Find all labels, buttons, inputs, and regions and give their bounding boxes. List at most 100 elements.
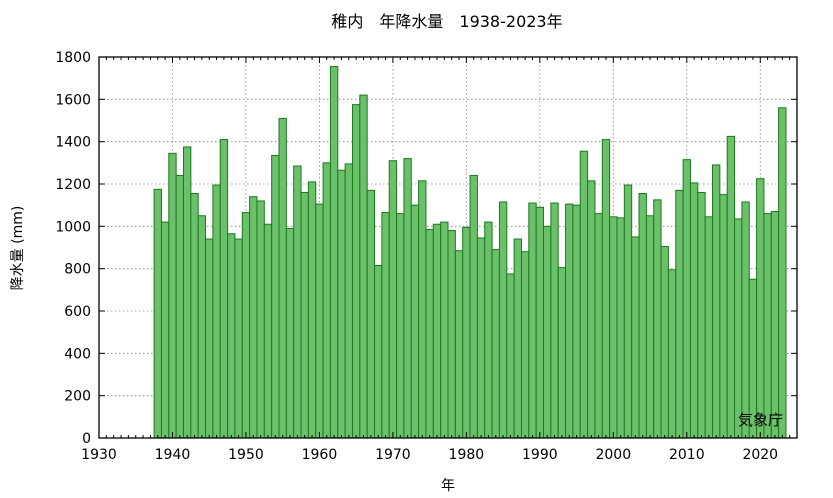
bar-1959	[307, 181, 317, 439]
bar-1997	[587, 180, 596, 439]
y-tick-label: 1000	[55, 219, 91, 235]
x-axis: 1930 1940 1950 1960 1970 1980 1990 2000 2010 2020	[81, 57, 791, 463]
bar-2004	[638, 193, 647, 439]
bar-1974	[418, 180, 427, 439]
bar-2017	[734, 218, 743, 439]
y-tick-label: 1400	[55, 135, 91, 151]
x-tick-label: 1960	[302, 447, 338, 463]
bar-1989	[528, 202, 537, 439]
bar-1939	[160, 221, 170, 439]
bar-1964	[344, 163, 353, 439]
bar-1969	[381, 212, 390, 439]
y-tick-label: 0	[82, 431, 91, 447]
bar-2007	[660, 245, 669, 439]
bar-1973	[410, 204, 420, 439]
bar-1947	[219, 139, 229, 439]
bar-1978	[447, 230, 456, 439]
source-label: 気象庁	[738, 411, 783, 429]
bar-1953	[263, 223, 273, 439]
bar-1984	[491, 249, 500, 439]
bar-2012	[697, 191, 706, 439]
bar-2010	[682, 159, 691, 439]
bar-1998	[594, 213, 603, 439]
bar-1986	[506, 273, 515, 439]
bar-1963	[337, 169, 346, 439]
y-axis: 0 200 400 600 800 1000 1200 1400 1600 1800	[55, 50, 797, 447]
x-tick-label: 2000	[595, 447, 631, 463]
bar-1995	[572, 204, 581, 439]
bar-2009	[675, 189, 684, 439]
x-tick-label: 1930	[81, 447, 117, 463]
bar-2005	[645, 215, 655, 439]
bar-1977	[440, 221, 449, 439]
bar-1961	[322, 162, 331, 439]
y-axis-title: 降水量 (mm)	[10, 206, 26, 291]
bar-1972	[403, 158, 412, 439]
x-axis-title: 年	[441, 478, 455, 494]
bar-1952	[256, 200, 265, 439]
bar-1967	[366, 189, 376, 439]
y-tick-label: 200	[64, 389, 91, 405]
bar-2023	[778, 107, 787, 439]
bar-2021	[763, 213, 772, 439]
bar-1955	[278, 117, 287, 439]
bar-1982	[476, 237, 486, 439]
bar-1971	[396, 213, 405, 439]
bar-1999	[601, 139, 611, 439]
x-tick-label: 1990	[522, 447, 558, 463]
x-tick-label: 1940	[155, 447, 191, 463]
bar-1985	[498, 201, 508, 439]
bar-1946	[212, 184, 221, 439]
bar-2000	[609, 216, 618, 439]
x-tick-label: 2020	[742, 447, 778, 463]
x-tick-label: 1980	[449, 447, 485, 463]
bar-1992	[550, 202, 559, 439]
bar-1968	[374, 264, 383, 439]
bar-2002	[623, 184, 633, 439]
bar-1965	[351, 104, 361, 439]
bar-1938	[153, 188, 162, 439]
chart-title: 稚内 年降水量 1938-2023年	[331, 12, 562, 31]
bar-1950	[241, 212, 251, 439]
bar-2016	[726, 135, 736, 439]
bar-2008	[667, 269, 677, 439]
bar-1940	[168, 152, 177, 439]
bar-1979	[454, 250, 464, 439]
bar-1975	[425, 229, 434, 439]
bar-1956	[285, 227, 295, 439]
bar-1983	[484, 221, 493, 439]
bar-1996	[579, 150, 589, 439]
bar-1945	[205, 238, 214, 439]
bar-1962	[329, 66, 339, 439]
bar-2022	[770, 211, 780, 439]
bar-1960	[315, 203, 324, 439]
bar-2013	[704, 216, 714, 439]
bar-2003	[631, 236, 640, 439]
bar-1990	[535, 206, 545, 439]
y-tick-label: 800	[64, 262, 91, 278]
bar-1988	[520, 251, 530, 439]
bar-2014	[712, 164, 721, 439]
bar-1957	[293, 165, 302, 439]
bar-2011	[689, 182, 699, 439]
bar-1976	[432, 223, 442, 439]
bar-1981	[469, 175, 478, 439]
x-tick-label: 2010	[669, 447, 705, 463]
bar-1941	[175, 175, 184, 439]
bar-1954	[271, 154, 280, 439]
bar-2015	[719, 194, 728, 439]
y-tick-label: 400	[64, 346, 91, 362]
bar-1942	[182, 146, 192, 439]
bar-1991	[543, 225, 552, 439]
y-tick-label: 600	[64, 304, 91, 320]
bar-1987	[513, 238, 522, 439]
bars	[153, 66, 787, 439]
bar-2006	[653, 199, 662, 439]
y-tick-label: 1200	[55, 177, 91, 193]
y-tick-label: 1800	[55, 50, 91, 66]
bar-1980	[462, 226, 471, 439]
bar-2020	[756, 178, 765, 439]
bar-1943	[190, 193, 199, 439]
bar-1944	[197, 215, 207, 439]
